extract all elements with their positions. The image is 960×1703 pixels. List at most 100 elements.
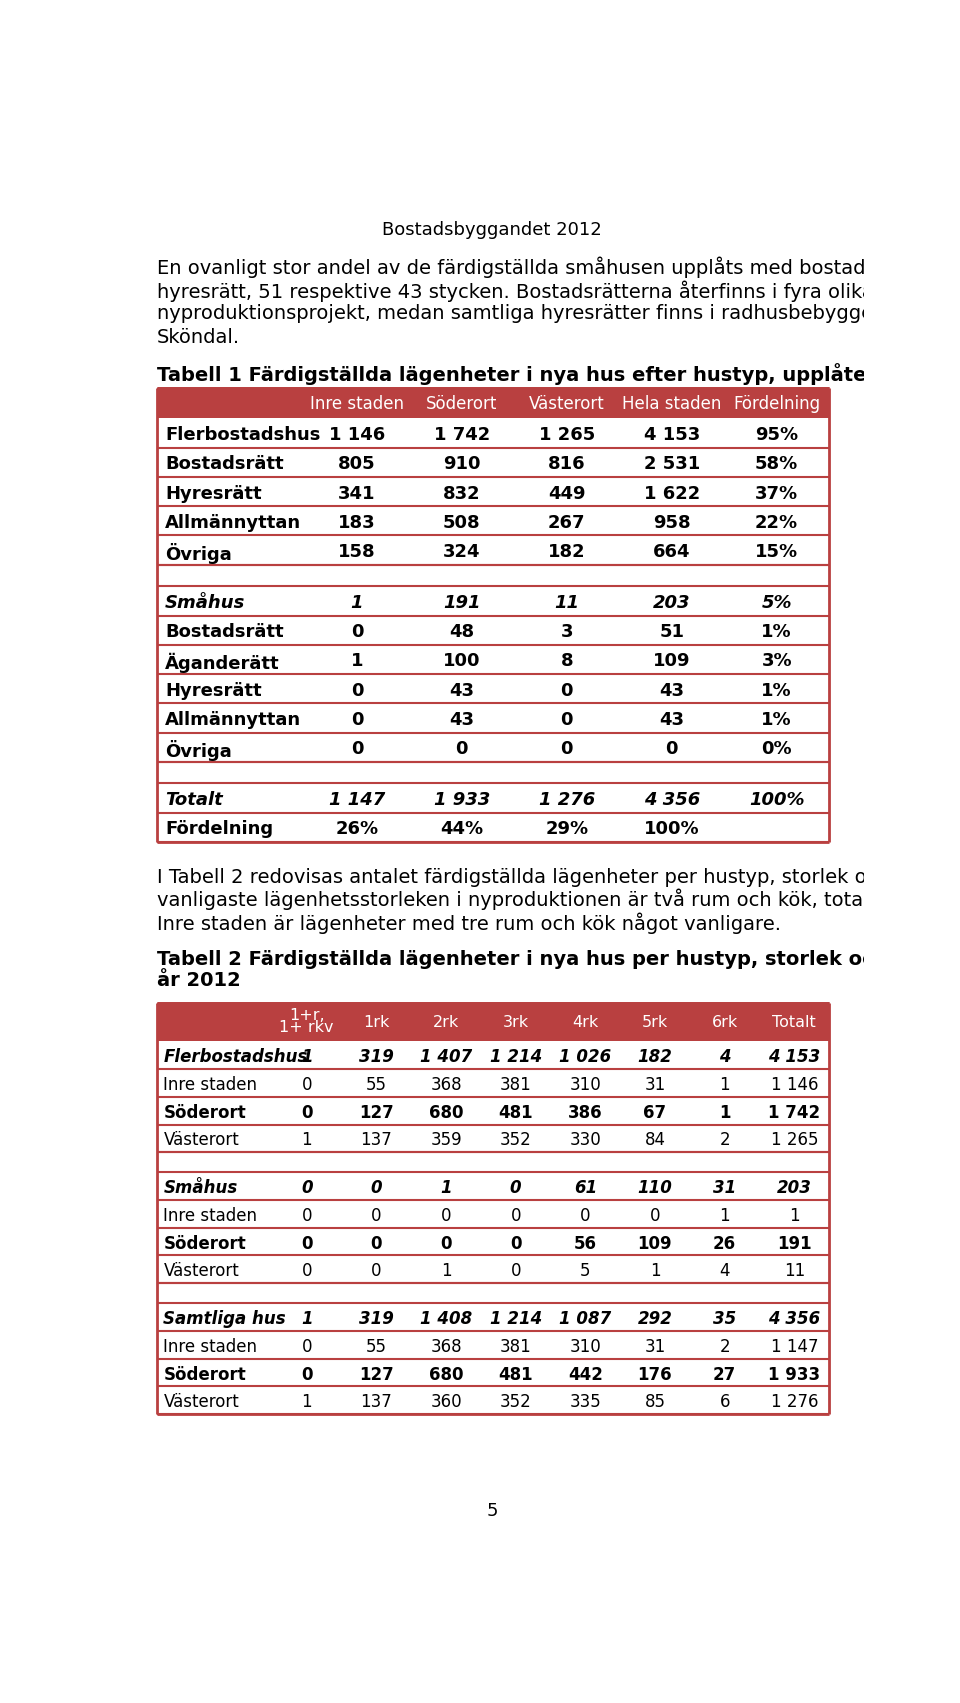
Text: 359: 359 [430, 1131, 462, 1150]
Text: 11: 11 [783, 1262, 804, 1281]
Text: 0: 0 [441, 1207, 451, 1224]
Text: 6: 6 [719, 1393, 730, 1412]
Text: 191: 191 [444, 594, 481, 611]
Text: 352: 352 [500, 1131, 532, 1150]
Text: 0: 0 [350, 681, 363, 700]
Text: 0: 0 [350, 712, 363, 729]
Text: 381: 381 [500, 1339, 532, 1356]
Text: 0: 0 [301, 1104, 312, 1122]
Text: 0: 0 [511, 1207, 521, 1224]
Text: 805: 805 [338, 455, 375, 473]
Text: 0: 0 [665, 741, 678, 758]
Text: 5: 5 [487, 1502, 497, 1519]
Text: 4rk: 4rk [572, 1015, 598, 1030]
Text: 319: 319 [359, 1049, 394, 1066]
Text: 1 026: 1 026 [560, 1049, 612, 1066]
Text: Småhus: Småhus [163, 1178, 238, 1197]
Text: 368: 368 [430, 1339, 462, 1356]
Text: 1%: 1% [761, 712, 792, 729]
Text: 1: 1 [300, 1049, 313, 1066]
Text: 1: 1 [301, 1393, 312, 1412]
Text: nyproduktionsprojekt, medan samtliga hyresrätter finns i radhusbebyggelse i stad: nyproduktionsprojekt, medan samtliga hyr… [157, 305, 960, 324]
Text: Tabell 1 Färdigställda lägenheter i nya hus efter hustyp, upplåtelseform och omr: Tabell 1 Färdigställda lägenheter i nya … [157, 363, 960, 385]
Text: I Tabell 2 redovisas antalet färdigställda lägenheter per hustyp, storlek och om: I Tabell 2 redovisas antalet färdigställ… [157, 865, 960, 887]
Text: 191: 191 [777, 1235, 811, 1253]
Text: Hyresrätt: Hyresrätt [165, 681, 261, 700]
Text: 3rk: 3rk [503, 1015, 529, 1030]
Text: 1 408: 1 408 [420, 1310, 472, 1328]
Text: 1+ rkv: 1+ rkv [279, 1020, 334, 1035]
Text: 1 742: 1 742 [768, 1104, 821, 1122]
Text: 1: 1 [719, 1104, 731, 1122]
Text: 55: 55 [366, 1076, 387, 1093]
Text: 0: 0 [371, 1178, 382, 1197]
Text: 0: 0 [456, 741, 468, 758]
Text: Sköndal.: Sköndal. [157, 329, 240, 347]
Text: 1: 1 [719, 1076, 730, 1093]
Text: 1 087: 1 087 [560, 1310, 612, 1328]
Text: Inre staden: Inre staden [163, 1207, 257, 1224]
Text: 1: 1 [719, 1207, 730, 1224]
Text: 5%: 5% [761, 594, 792, 611]
Text: Söderort: Söderort [426, 395, 497, 414]
Text: 1 147: 1 147 [328, 792, 385, 809]
Text: 100%: 100% [644, 821, 700, 838]
Text: 43: 43 [449, 712, 474, 729]
Text: 51: 51 [660, 623, 684, 642]
Text: Övriga: Övriga [165, 543, 231, 564]
Text: 55: 55 [366, 1339, 387, 1356]
Text: 341: 341 [338, 485, 375, 502]
Text: 0: 0 [371, 1235, 382, 1253]
Bar [157, 388, 829, 419]
Text: 2 531: 2 531 [643, 455, 700, 473]
Text: 508: 508 [443, 514, 481, 531]
Text: 1: 1 [441, 1262, 451, 1281]
Text: Inre staden: Inre staden [163, 1339, 257, 1356]
Text: 1%: 1% [761, 623, 792, 642]
Text: 15%: 15% [756, 543, 798, 562]
Text: 352: 352 [500, 1393, 532, 1412]
Text: Inre staden är lägenheter med tre rum och kök något vanligare.: Inre staden är lägenheter med tre rum oc… [157, 913, 781, 935]
Text: Inre staden: Inre staden [163, 1076, 257, 1093]
Text: Söderort: Söderort [163, 1235, 246, 1253]
Text: Äganderätt: Äganderätt [165, 652, 279, 673]
Text: 330: 330 [569, 1131, 601, 1150]
Text: 85: 85 [644, 1393, 665, 1412]
Text: 442: 442 [568, 1366, 603, 1383]
Text: Västerort: Västerort [163, 1393, 239, 1412]
Text: 0: 0 [650, 1207, 660, 1224]
Text: 816: 816 [548, 455, 586, 473]
Text: Inre staden: Inre staden [310, 395, 404, 414]
Text: Söderort: Söderort [163, 1366, 246, 1383]
Text: Hela staden: Hela staden [622, 395, 721, 414]
Text: Västerort: Västerort [163, 1131, 239, 1150]
Text: 1 265: 1 265 [539, 426, 595, 444]
Text: 4 153: 4 153 [768, 1049, 821, 1066]
Text: Bostadsrätt: Bostadsrätt [165, 455, 283, 473]
Text: 100%: 100% [749, 792, 804, 809]
Text: 8: 8 [561, 652, 573, 671]
Text: 0%: 0% [761, 741, 792, 758]
Text: 1rk: 1rk [363, 1015, 390, 1030]
Text: 680: 680 [429, 1366, 464, 1383]
Text: 26%: 26% [335, 821, 378, 838]
Text: 368: 368 [430, 1076, 462, 1093]
Text: 4 356: 4 356 [768, 1310, 821, 1328]
Text: 3%: 3% [761, 652, 792, 671]
Text: 680: 680 [429, 1104, 464, 1122]
Text: 1+r,: 1+r, [289, 1008, 324, 1024]
Text: 5rk: 5rk [642, 1015, 668, 1030]
Text: 22%: 22% [756, 514, 798, 531]
Text: 1 214: 1 214 [490, 1049, 541, 1066]
Text: 110: 110 [637, 1178, 672, 1197]
Text: 1: 1 [301, 1131, 312, 1150]
Text: 292: 292 [637, 1310, 672, 1328]
Text: 1 933: 1 933 [768, 1366, 821, 1383]
Text: Småhus: Småhus [165, 594, 246, 611]
Text: 127: 127 [359, 1366, 394, 1383]
Text: 27: 27 [713, 1366, 736, 1383]
Text: 31: 31 [644, 1339, 665, 1356]
Text: 1 146: 1 146 [771, 1076, 818, 1093]
Text: 1 276: 1 276 [771, 1393, 818, 1412]
Text: 310: 310 [569, 1339, 601, 1356]
